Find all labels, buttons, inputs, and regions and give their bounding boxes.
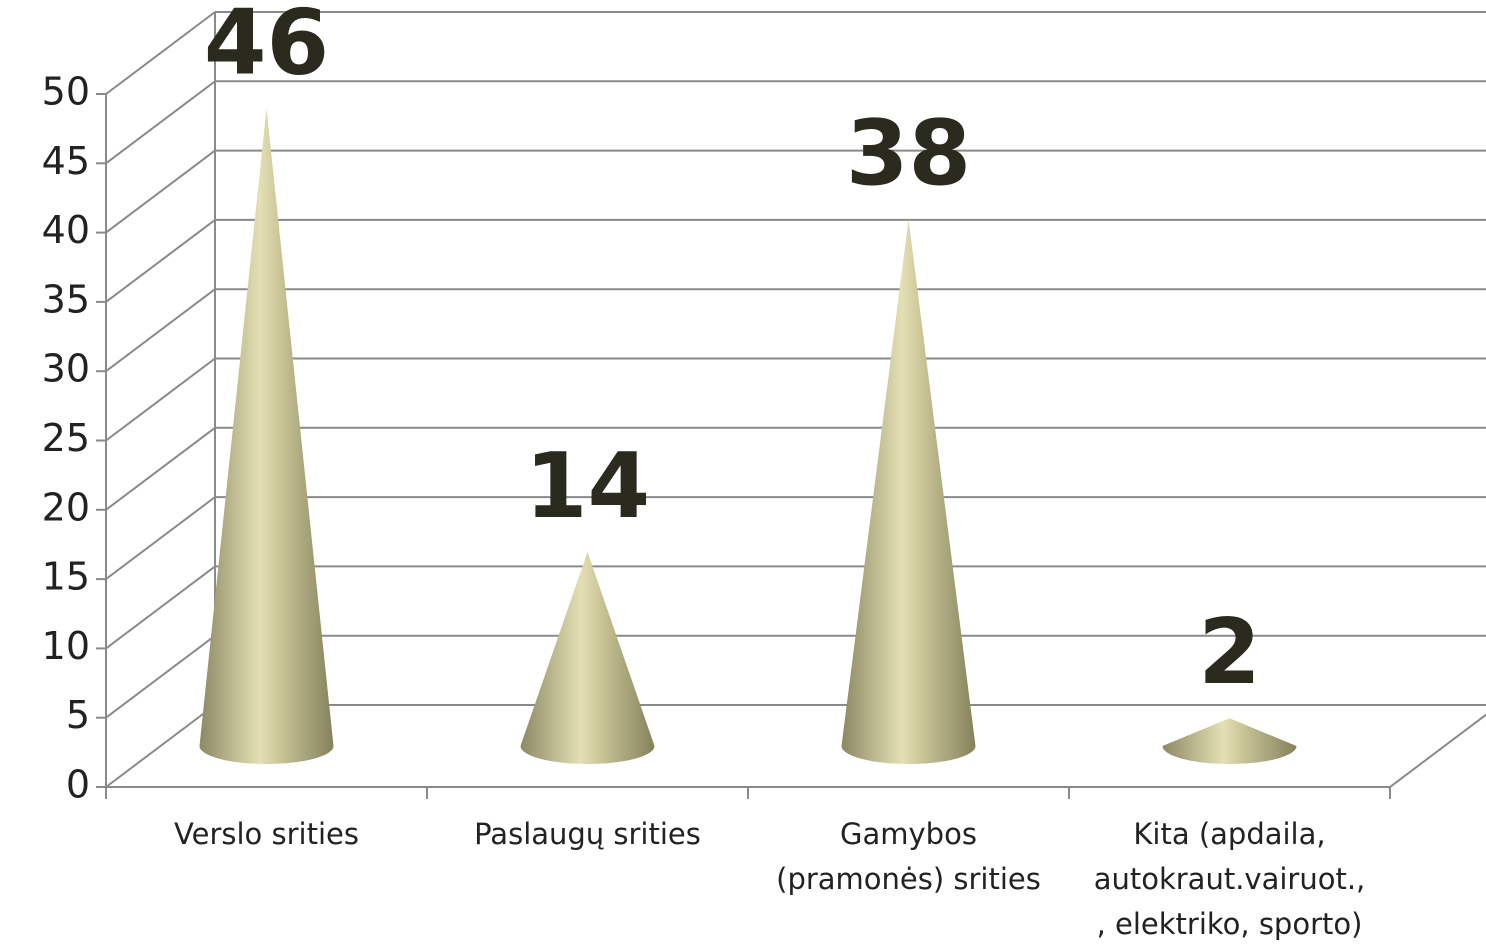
y-tick-label: 45 xyxy=(42,139,90,183)
grid-line xyxy=(105,288,216,372)
value-label: 46 xyxy=(204,0,329,95)
cone xyxy=(1162,718,1297,765)
grid-line xyxy=(105,427,216,511)
grid-line xyxy=(105,11,216,95)
grid-line xyxy=(105,80,216,165)
y-tick-label: 5 xyxy=(66,693,90,737)
y-tick-label: 30 xyxy=(42,347,90,391)
x-tick-label: Verslo srities xyxy=(174,817,359,851)
x-tick-label: , elektriko, sporto) xyxy=(1097,907,1363,941)
x-tick-label: (pramonės) srities xyxy=(776,862,1041,896)
x-tick-label: Kita (apdaila, xyxy=(1133,817,1325,851)
x-tick-label: Gamybos xyxy=(840,817,977,851)
y-tick-label: 10 xyxy=(42,624,90,668)
x-tick-label: Paslaugų srities xyxy=(474,817,701,851)
value-label: 14 xyxy=(525,434,650,539)
grid-line xyxy=(105,357,216,442)
y-tick-label: 50 xyxy=(42,70,90,114)
grid-line xyxy=(105,219,216,303)
y-tick-label: 25 xyxy=(42,416,90,460)
value-label: 38 xyxy=(846,101,971,206)
grid-line xyxy=(105,704,216,788)
y-tick-label: 35 xyxy=(42,277,90,321)
value-label: 2 xyxy=(1198,600,1261,705)
grid-line xyxy=(105,149,216,234)
cone xyxy=(199,108,334,765)
grid-line xyxy=(105,634,216,719)
y-tick-label: 0 xyxy=(66,763,90,807)
y-tick-label: 40 xyxy=(42,208,90,252)
x-tick-label: autokraut.vairuot., xyxy=(1094,862,1366,896)
y-tick-label: 15 xyxy=(42,555,90,599)
grid-line xyxy=(105,496,216,580)
y-tick-label: 20 xyxy=(42,485,90,529)
cone xyxy=(520,551,655,765)
cone xyxy=(841,219,976,765)
grid-line xyxy=(105,565,216,650)
